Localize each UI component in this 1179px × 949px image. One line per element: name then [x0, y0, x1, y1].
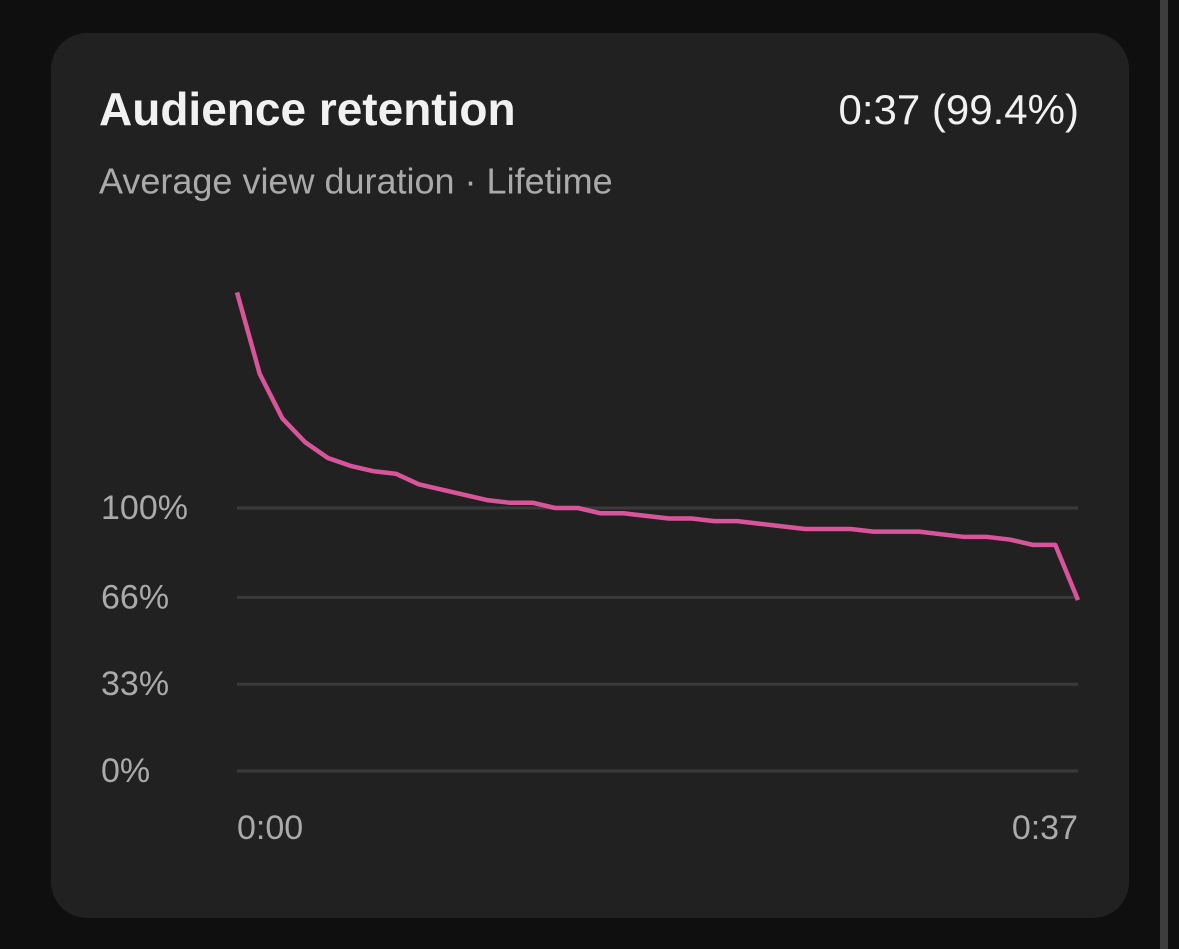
x-tick-label: 0:00: [237, 809, 303, 847]
scrollbar: [1160, 0, 1168, 949]
card: [51, 33, 1129, 918]
y-tick-label: 66%: [101, 578, 169, 616]
card-title: Audience retention: [99, 83, 516, 135]
y-tick-label: 33%: [101, 665, 169, 703]
card-subtitle: Average view duration · Lifetime: [99, 161, 613, 202]
x-tick-label: 0:37: [1012, 809, 1078, 847]
retention-line: [234, 291, 1081, 601]
y-tick-label: 0%: [101, 752, 150, 790]
card-value: 0:37 (99.4%): [839, 86, 1079, 133]
y-tick-label: 100%: [101, 489, 188, 527]
